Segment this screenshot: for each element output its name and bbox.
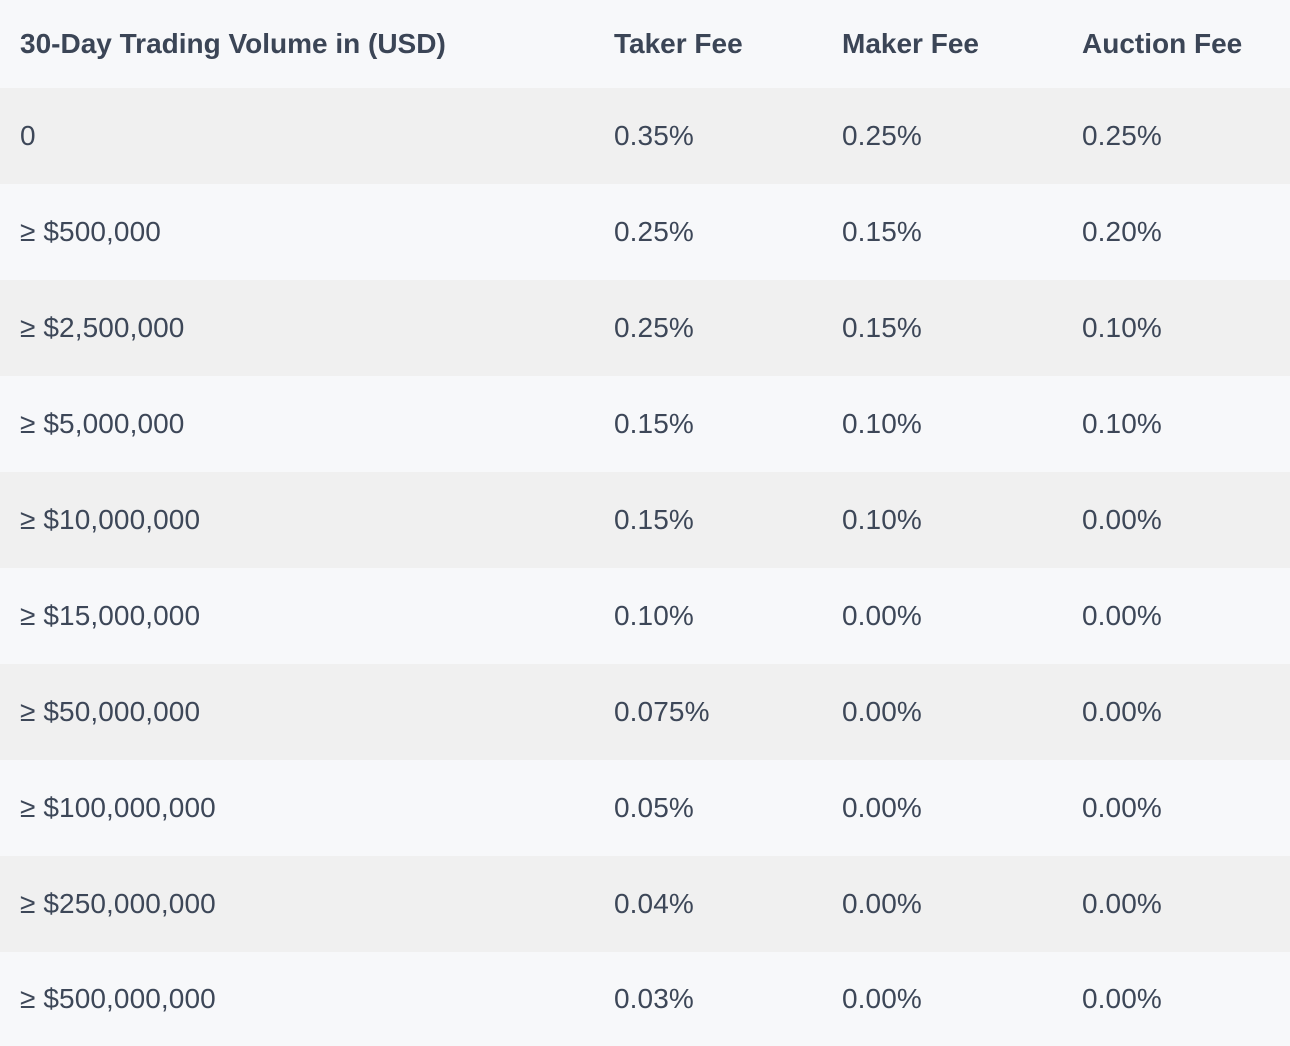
auction-fee-cell: 0.10% xyxy=(1082,312,1162,343)
taker-fee-cell: 0.35% xyxy=(614,120,694,151)
volume-cell: ≥ $2,500,000 xyxy=(20,312,185,343)
maker-fee-cell: 0.00% xyxy=(842,696,922,727)
volume-cell: 0 xyxy=(20,120,36,151)
auction-fee-cell: 0.00% xyxy=(1082,888,1162,919)
table-row: ≥ $2,500,000 0.25% 0.15% 0.10% xyxy=(0,280,1290,376)
table-row: ≥ $50,000,000 0.075% 0.00% 0.00% xyxy=(0,664,1290,760)
maker-fee-cell: 0.15% xyxy=(842,216,922,247)
auction-fee-cell: 0.00% xyxy=(1082,696,1162,727)
table-row: ≥ $15,000,000 0.10% 0.00% 0.00% xyxy=(0,568,1290,664)
table-row: ≥ $10,000,000 0.15% 0.10% 0.00% xyxy=(0,472,1290,568)
volume-cell: ≥ $15,000,000 xyxy=(20,600,201,631)
header-auction-fee: Auction Fee xyxy=(1082,28,1243,59)
taker-fee-cell: 0.04% xyxy=(614,888,694,919)
maker-fee-cell: 0.15% xyxy=(842,312,922,343)
volume-cell: ≥ $10,000,000 xyxy=(20,504,201,535)
volume-cell: ≥ $500,000 xyxy=(20,216,161,247)
taker-fee-cell: 0.03% xyxy=(614,983,694,1014)
header-taker-fee: Taker Fee xyxy=(614,28,743,59)
table-body: 0 0.35% 0.25% 0.25% ≥ $500,000 0.25% 0.1… xyxy=(0,88,1290,1046)
maker-fee-cell: 0.10% xyxy=(842,504,922,535)
table-row: ≥ $500,000 0.25% 0.15% 0.20% xyxy=(0,184,1290,280)
maker-fee-cell: 0.00% xyxy=(842,888,922,919)
auction-fee-cell: 0.25% xyxy=(1082,120,1162,151)
taker-fee-cell: 0.10% xyxy=(614,600,694,631)
table-row: ≥ $500,000,000 0.03% 0.00% 0.00% xyxy=(0,952,1290,1046)
maker-fee-cell: 0.00% xyxy=(842,792,922,823)
volume-cell: ≥ $250,000,000 xyxy=(20,888,216,919)
auction-fee-cell: 0.00% xyxy=(1082,983,1162,1014)
taker-fee-cell: 0.05% xyxy=(614,792,694,823)
table-row: ≥ $250,000,000 0.04% 0.00% 0.00% xyxy=(0,856,1290,952)
taker-fee-cell: 0.15% xyxy=(614,504,694,535)
auction-fee-cell: 0.10% xyxy=(1082,408,1162,439)
auction-fee-cell: 0.00% xyxy=(1082,600,1162,631)
table-row: 0 0.35% 0.25% 0.25% xyxy=(0,88,1290,184)
maker-fee-cell: 0.00% xyxy=(842,600,922,631)
volume-cell: ≥ $100,000,000 xyxy=(20,792,216,823)
table-header-row: 30-Day Trading Volume in (USD) Taker Fee… xyxy=(0,0,1290,88)
header-volume: 30-Day Trading Volume in (USD) xyxy=(20,28,446,59)
maker-fee-cell: 0.10% xyxy=(842,408,922,439)
taker-fee-cell: 0.15% xyxy=(614,408,694,439)
table-row: ≥ $5,000,000 0.15% 0.10% 0.10% xyxy=(0,376,1290,472)
volume-cell: ≥ $50,000,000 xyxy=(20,696,201,727)
maker-fee-cell: 0.00% xyxy=(842,983,922,1014)
auction-fee-cell: 0.00% xyxy=(1082,504,1162,535)
taker-fee-cell: 0.25% xyxy=(614,312,694,343)
header-maker-fee: Maker Fee xyxy=(842,28,979,59)
auction-fee-cell: 0.20% xyxy=(1082,216,1162,247)
table-row: ≥ $100,000,000 0.05% 0.00% 0.00% xyxy=(0,760,1290,856)
taker-fee-cell: 0.075% xyxy=(614,696,710,727)
maker-fee-cell: 0.25% xyxy=(842,120,922,151)
taker-fee-cell: 0.25% xyxy=(614,216,694,247)
auction-fee-cell: 0.00% xyxy=(1082,792,1162,823)
volume-cell: ≥ $5,000,000 xyxy=(20,408,185,439)
volume-cell: ≥ $500,000,000 xyxy=(20,983,216,1014)
